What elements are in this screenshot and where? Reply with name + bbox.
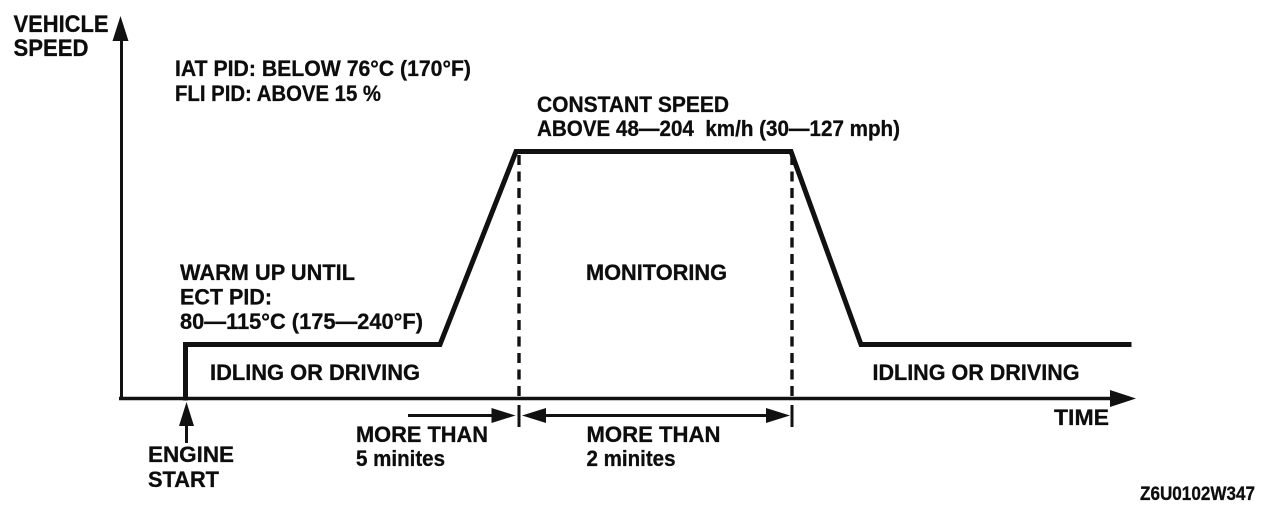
svg-text:VEHICLE: VEHICLE: [14, 11, 109, 38]
svg-text:2 minites: 2 minites: [587, 446, 676, 471]
svg-text:ENGINE: ENGINE: [148, 442, 234, 467]
svg-text:MORE THAN: MORE THAN: [587, 422, 721, 447]
svg-text:ECT PID:: ECT PID:: [180, 285, 272, 310]
svg-text:SPEED: SPEED: [14, 35, 89, 62]
svg-text:5 minites: 5 minites: [356, 446, 445, 471]
svg-text:FLI PID: ABOVE 15 %: FLI PID: ABOVE 15 %: [175, 81, 381, 106]
svg-text:IAT PID: BELOW 76°C (170°F): IAT PID: BELOW 76°C (170°F): [175, 56, 471, 81]
svg-text:Z6U0102W347: Z6U0102W347: [1140, 484, 1255, 505]
svg-text:IDLING OR DRIVING: IDLING OR DRIVING: [210, 360, 420, 385]
svg-text:WARM UP UNTIL: WARM UP UNTIL: [180, 260, 355, 285]
svg-text:TIME: TIME: [1054, 405, 1109, 430]
svg-text:MONITORING: MONITORING: [586, 260, 727, 285]
svg-text:80—115°C (175—240°F): 80—115°C (175—240°F): [180, 309, 423, 334]
svg-text:START: START: [148, 467, 220, 492]
svg-text:MORE THAN: MORE THAN: [356, 422, 488, 447]
svg-text:IDLING OR DRIVING: IDLING OR DRIVING: [873, 360, 1080, 385]
svg-text:ABOVE 48—204 km/h (30—127 mph: ABOVE 48—204 km/h (30—127 mph): [537, 116, 900, 141]
svg-text:CONSTANT SPEED: CONSTANT SPEED: [537, 92, 729, 117]
